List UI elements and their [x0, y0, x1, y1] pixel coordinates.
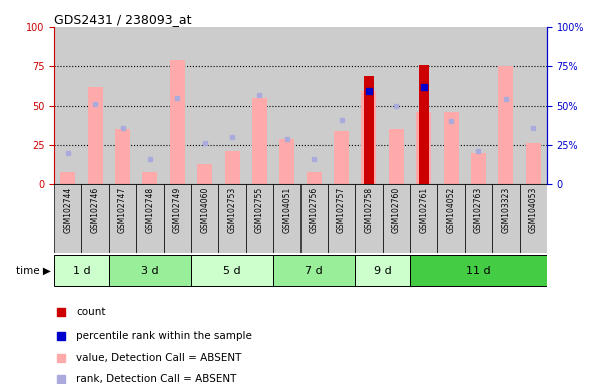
Text: GSM102744: GSM102744: [63, 186, 72, 233]
Bar: [416, 112, 432, 184]
Bar: [54, 184, 82, 253]
Bar: [163, 27, 191, 184]
Bar: [465, 27, 492, 184]
Bar: [519, 184, 547, 253]
Text: GSM102746: GSM102746: [91, 186, 100, 233]
Bar: [328, 27, 355, 184]
Bar: [246, 27, 273, 184]
Text: GSM102748: GSM102748: [145, 186, 154, 233]
Text: 11 d: 11 d: [466, 266, 491, 276]
Text: GSM102763: GSM102763: [474, 186, 483, 233]
Bar: [115, 129, 130, 184]
Bar: [419, 65, 429, 184]
Bar: [218, 27, 246, 184]
Text: percentile rank within the sample: percentile rank within the sample: [76, 331, 252, 341]
Bar: [492, 184, 519, 253]
Bar: [273, 184, 300, 253]
Text: 3 d: 3 d: [141, 266, 159, 276]
Bar: [109, 184, 136, 253]
Bar: [218, 184, 246, 253]
Bar: [273, 27, 300, 184]
Bar: [526, 143, 541, 184]
Bar: [364, 76, 374, 184]
Text: GSM102757: GSM102757: [337, 186, 346, 233]
Bar: [82, 27, 109, 184]
Bar: [410, 184, 438, 253]
Bar: [438, 184, 465, 253]
Bar: [383, 27, 410, 184]
Bar: [252, 98, 267, 184]
Text: 9 d: 9 d: [374, 266, 391, 276]
Bar: [54, 255, 109, 286]
Bar: [54, 27, 82, 184]
Bar: [300, 184, 328, 253]
Text: GSM102756: GSM102756: [310, 186, 319, 233]
Text: GSM102747: GSM102747: [118, 186, 127, 233]
Text: value, Detection Call = ABSENT: value, Detection Call = ABSENT: [76, 353, 242, 363]
Bar: [88, 87, 103, 184]
Text: GSM102753: GSM102753: [228, 186, 237, 233]
Bar: [109, 27, 136, 184]
Bar: [273, 255, 355, 286]
Bar: [300, 27, 328, 184]
Text: GSM102760: GSM102760: [392, 186, 401, 233]
Bar: [410, 255, 547, 286]
Bar: [197, 164, 212, 184]
Bar: [361, 91, 376, 184]
Text: count: count: [76, 307, 106, 317]
Text: rank, Detection Call = ABSENT: rank, Detection Call = ABSENT: [76, 374, 237, 384]
Bar: [142, 172, 157, 184]
Text: GSM103323: GSM103323: [501, 186, 510, 233]
Bar: [383, 184, 410, 253]
Bar: [355, 255, 410, 286]
Text: 7 d: 7 d: [305, 266, 323, 276]
Text: GSM102749: GSM102749: [173, 186, 182, 233]
Text: GSM104051: GSM104051: [282, 186, 291, 233]
Text: GDS2431 / 238093_at: GDS2431 / 238093_at: [54, 13, 192, 26]
Bar: [191, 27, 218, 184]
Text: time ▶: time ▶: [16, 266, 51, 276]
Text: GSM104052: GSM104052: [447, 186, 456, 233]
Bar: [328, 184, 355, 253]
Bar: [498, 66, 513, 184]
Bar: [465, 184, 492, 253]
Bar: [389, 129, 404, 184]
Text: 5 d: 5 d: [223, 266, 241, 276]
Bar: [163, 184, 191, 253]
Bar: [225, 151, 240, 184]
Bar: [355, 27, 383, 184]
Text: 1 d: 1 d: [73, 266, 90, 276]
Text: GSM104053: GSM104053: [529, 186, 538, 233]
Bar: [410, 27, 438, 184]
Bar: [109, 255, 191, 286]
Text: GSM104060: GSM104060: [200, 186, 209, 233]
Bar: [60, 172, 75, 184]
Text: GSM102758: GSM102758: [364, 186, 373, 233]
Text: GSM102755: GSM102755: [255, 186, 264, 233]
Bar: [438, 27, 465, 184]
Text: GSM102761: GSM102761: [419, 186, 428, 233]
Bar: [191, 184, 218, 253]
Bar: [492, 27, 519, 184]
Bar: [169, 60, 185, 184]
Bar: [136, 184, 163, 253]
Bar: [246, 184, 273, 253]
Bar: [136, 27, 163, 184]
Bar: [471, 153, 486, 184]
Bar: [279, 139, 294, 184]
Bar: [82, 184, 109, 253]
Bar: [519, 27, 547, 184]
Bar: [334, 131, 349, 184]
Bar: [444, 112, 459, 184]
Bar: [355, 184, 383, 253]
Bar: [307, 172, 322, 184]
Bar: [191, 255, 273, 286]
